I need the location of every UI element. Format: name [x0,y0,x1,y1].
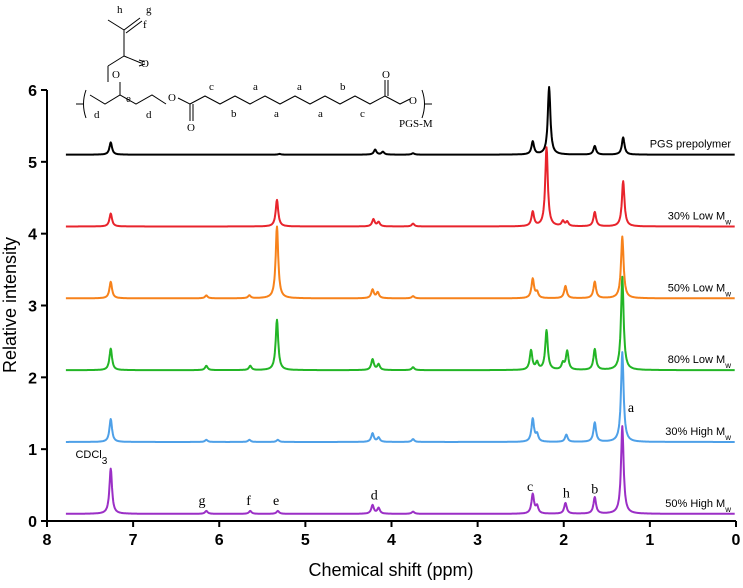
sebacate-chain [177,80,411,121]
spectra-traces [65,86,736,515]
methyl-bond [107,19,125,56]
spectrum-trace [65,351,736,443]
y-axis-title: Relative intensity [0,237,20,373]
solvent-label: CDCl3 [75,449,107,467]
y-tick-label: 6 [28,83,37,100]
label-a-1: a [253,81,258,93]
peak-label: d [371,488,378,503]
peak-label: a [628,401,635,416]
atom-o-2: O [141,58,149,70]
atom-o-5: O [382,69,390,81]
label-c-1: c [209,81,214,93]
trace-labels: PGS prepolymer 30% Low Mw 50% Low Mw 80% Lo… [650,139,732,514]
label-g: g [146,4,152,16]
label-f: f [143,19,147,31]
spectrum-trace [65,86,736,156]
label-a-3: a [297,81,302,93]
structure-name: PGS-M [399,118,433,130]
label-h: h [117,4,123,16]
trace-label: 50% High Mw [665,498,731,513]
y-tick-label: 0 [28,514,37,531]
label-a-4: a [318,108,323,120]
x-tick-label: 8 [43,532,52,549]
carbonyl-bond [138,59,146,67]
peak-label: e [273,494,279,509]
peak-label: h [563,486,570,501]
x-tick-label: 3 [473,532,482,549]
x-tick-label: 2 [559,532,568,549]
y-tick-label: 5 [28,155,37,172]
peak-label: f [246,494,251,509]
y-tick-label: 1 [28,442,37,459]
peak-label: b [591,483,598,498]
spectrum-trace [65,225,736,300]
x-axis-title: Chemical shift (ppm) [308,560,473,580]
pgs-m-structure: O O O O O O h g f e d d c b a a a a b c … [76,4,433,134]
x-tick-label: 6 [215,532,224,549]
label-d-1: d [94,109,100,121]
ester-bonds [107,55,142,67]
x-ticks: 8 7 6 5 4 3 2 1 0 [43,521,741,549]
atom-o-6: O [409,95,417,107]
spectrum-trace [65,275,736,372]
y-tick-label: 4 [28,227,37,244]
y-ticks: 0 1 2 3 4 5 6 [28,83,47,531]
peak-annotations: CDCl3 g f e d c h b a [75,401,634,509]
trace-label: 30% Low Mw [668,210,731,226]
x-tick-label: 4 [387,532,396,549]
peak-label: c [527,480,533,495]
peak-label: g [199,494,206,509]
x-tick-label: 1 [645,532,654,549]
trace-label: 80% Low Mw [668,354,731,370]
atom-o-4: O [187,122,195,134]
vinyl-double-bond [123,17,143,34]
x-tick-label: 0 [732,532,741,549]
label-a-2: a [274,108,279,120]
label-b-1: b [231,108,237,120]
x-tick-label: 5 [301,532,310,549]
y-tick-label: 2 [28,370,37,387]
atom-o-1: O [112,69,120,81]
glycerol-backbone [89,94,167,105]
atom-o-3: O [168,92,176,104]
y-tick-label: 3 [28,299,37,316]
spectrum-trace [65,425,736,515]
label-b-2: b [340,81,346,93]
label-e: e [126,93,131,105]
trace-label: PGS prepolymer [650,139,732,151]
plot-area: 8 7 6 5 4 3 2 1 0 0 1 2 3 4 5 6 PGS prepolymer 30% Low … [28,83,740,549]
spectrum-trace [65,146,736,228]
label-d-2: d [146,109,152,121]
trace-label: 50% Low Mw [668,282,731,298]
label-c-2: c [360,108,365,120]
x-tick-label: 7 [129,532,138,549]
trace-label: 30% High Mw [665,426,731,442]
